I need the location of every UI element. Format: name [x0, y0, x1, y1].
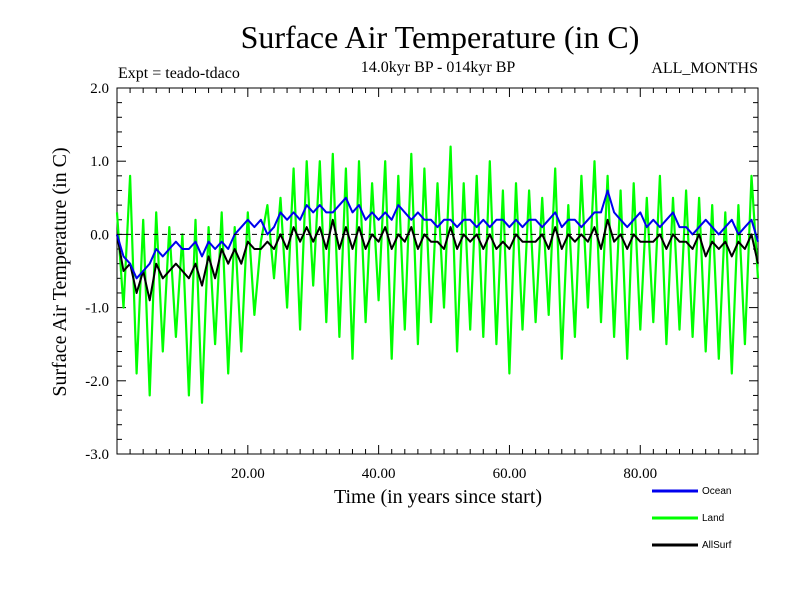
y-tick-label: 0.0 — [90, 227, 109, 243]
y-tick-label: 2.0 — [90, 81, 109, 97]
series-line-ocean — [116, 189, 759, 280]
x-axis-label: Time (in years since start) — [334, 486, 542, 508]
y-tick-label: 1.0 — [90, 154, 109, 170]
plot-area: 20.00 40.00 60.00 80.00 -3.0 -2.0 -1.0 0.0 1.0 2.… — [85, 81, 760, 482]
x-tick-label: 80.00 — [623, 466, 657, 482]
legend-label-ocean: Ocean — [702, 486, 731, 497]
period-label: ALL_MONTHS — [651, 60, 758, 77]
series-lines — [115, 145, 760, 404]
x-tick-label: 20.00 — [231, 466, 265, 482]
legend-label-land: Land — [702, 513, 724, 524]
chart-subtitle: 14.0kyr BP - 014kyr BP — [361, 59, 516, 76]
y-tick-label: -1.0 — [85, 301, 109, 317]
series-line-allsurf — [116, 218, 759, 302]
chart-title: Surface Air Temperature (in C) — [241, 19, 640, 55]
legend-label-allsurf: AllSurf — [702, 540, 732, 551]
series-line-land — [115, 145, 760, 404]
legend: Ocean Land AllSurf — [652, 486, 732, 551]
y-tick-label: -2.0 — [85, 374, 109, 390]
y-tick-label: -3.0 — [85, 447, 109, 463]
x-tick-label: 40.00 — [362, 466, 396, 482]
tick-labels: 20.00 40.00 60.00 80.00 -3.0 -2.0 -1.0 0.0 1.0 2.… — [85, 81, 657, 482]
x-tick-label: 60.00 — [493, 466, 527, 482]
experiment-label: Expt = teado-tdaco — [118, 65, 240, 82]
y-axis-label: Surface Air Temperature (in C) — [49, 147, 71, 396]
